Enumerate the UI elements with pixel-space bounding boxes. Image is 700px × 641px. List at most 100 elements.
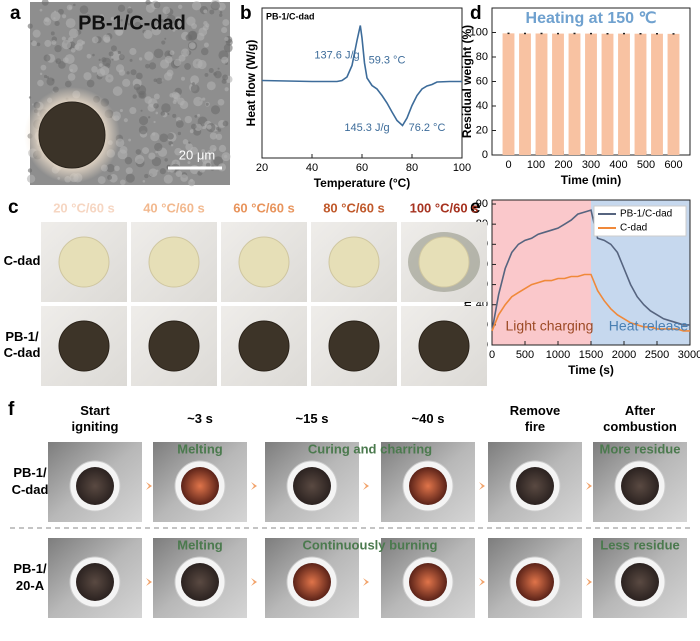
annotation: 59.3 °C <box>369 54 406 66</box>
texture <box>224 36 229 42</box>
texture <box>127 23 131 26</box>
x-tick-label: 100 <box>453 162 471 174</box>
bar <box>535 33 548 156</box>
panel-label: b <box>240 3 252 24</box>
texture <box>86 53 92 59</box>
texture <box>169 50 175 56</box>
texture <box>163 174 173 184</box>
texture <box>184 63 191 70</box>
x-tick-label: 400 <box>609 159 627 171</box>
disc <box>418 236 470 288</box>
texture <box>138 57 143 61</box>
texture <box>185 143 193 151</box>
column-header-line: Start <box>80 403 110 418</box>
texture <box>159 133 169 143</box>
texture <box>210 1 220 11</box>
bar <box>618 33 630 155</box>
legend <box>593 205 687 237</box>
texture <box>143 29 153 39</box>
texture <box>153 120 156 124</box>
row-label-line: C-dad <box>12 482 49 497</box>
texture <box>110 16 115 21</box>
texture <box>115 64 125 73</box>
texture <box>129 22 134 27</box>
texture <box>117 50 121 55</box>
texture <box>83 72 92 81</box>
sample <box>621 563 659 601</box>
column-header-line: Remove <box>510 403 561 418</box>
row-label-line: 20-A <box>16 578 45 593</box>
texture <box>133 83 141 91</box>
x-tick-label: 600 <box>664 159 682 171</box>
texture <box>209 9 215 15</box>
texture <box>119 108 123 113</box>
texture <box>125 167 133 175</box>
x-tick-label: 60 <box>356 162 368 174</box>
texture <box>130 69 137 76</box>
disc <box>148 236 200 288</box>
texture <box>138 115 149 126</box>
texture <box>160 19 164 23</box>
texture <box>126 71 130 75</box>
texture <box>148 168 158 178</box>
texture <box>205 102 209 106</box>
sample <box>76 467 114 505</box>
arrow <box>251 482 257 490</box>
texture <box>190 123 197 130</box>
texture <box>145 3 156 13</box>
texture <box>117 4 126 12</box>
annotation: 137.6 J/g <box>314 49 359 61</box>
texture <box>27 168 33 173</box>
texture <box>107 175 112 180</box>
x-axis-label: Temperature (°C) <box>314 176 411 190</box>
texture <box>132 94 137 99</box>
x-tick-label: 1500 <box>579 349 603 361</box>
texture <box>151 25 162 36</box>
arrow <box>586 578 592 586</box>
row-label: PB-1/C-dad <box>12 465 49 497</box>
sample <box>293 563 331 601</box>
texture <box>179 151 183 154</box>
texture <box>187 161 191 165</box>
texture <box>102 34 111 43</box>
texture <box>167 170 170 173</box>
panel-label: c <box>8 197 19 218</box>
sample <box>621 467 659 505</box>
series-line <box>491 273 690 332</box>
texture <box>173 24 180 30</box>
texture <box>191 1 202 11</box>
texture <box>39 72 43 76</box>
texture <box>153 1 161 9</box>
column-header: 20 °C/60 s <box>53 200 115 215</box>
texture <box>145 0 151 5</box>
y-tick-label: 100 <box>470 26 488 38</box>
texture <box>188 179 196 187</box>
texture <box>122 78 131 87</box>
disc <box>328 320 380 372</box>
texture <box>41 0 49 6</box>
disc <box>38 101 106 169</box>
texture <box>44 39 52 47</box>
x-tick-label: 2000 <box>612 349 636 361</box>
panel-label: d <box>470 3 482 24</box>
column-header-line: ~15 s <box>296 411 329 426</box>
texture <box>217 98 225 106</box>
column-header: Start igniting <box>72 403 119 434</box>
y-tick-label: 90 <box>476 198 488 210</box>
texture <box>172 100 177 105</box>
texture <box>154 142 163 152</box>
texture <box>202 24 209 31</box>
texture <box>129 58 133 62</box>
texture <box>54 45 62 53</box>
texture <box>44 16 50 23</box>
disc <box>58 320 110 372</box>
texture <box>191 82 195 86</box>
texture <box>91 36 99 44</box>
texture <box>153 103 159 109</box>
texture <box>148 62 157 70</box>
note: Curing and charring <box>308 441 432 456</box>
bar <box>585 33 597 155</box>
disc <box>328 236 380 288</box>
texture <box>194 123 202 131</box>
texture <box>108 51 114 57</box>
